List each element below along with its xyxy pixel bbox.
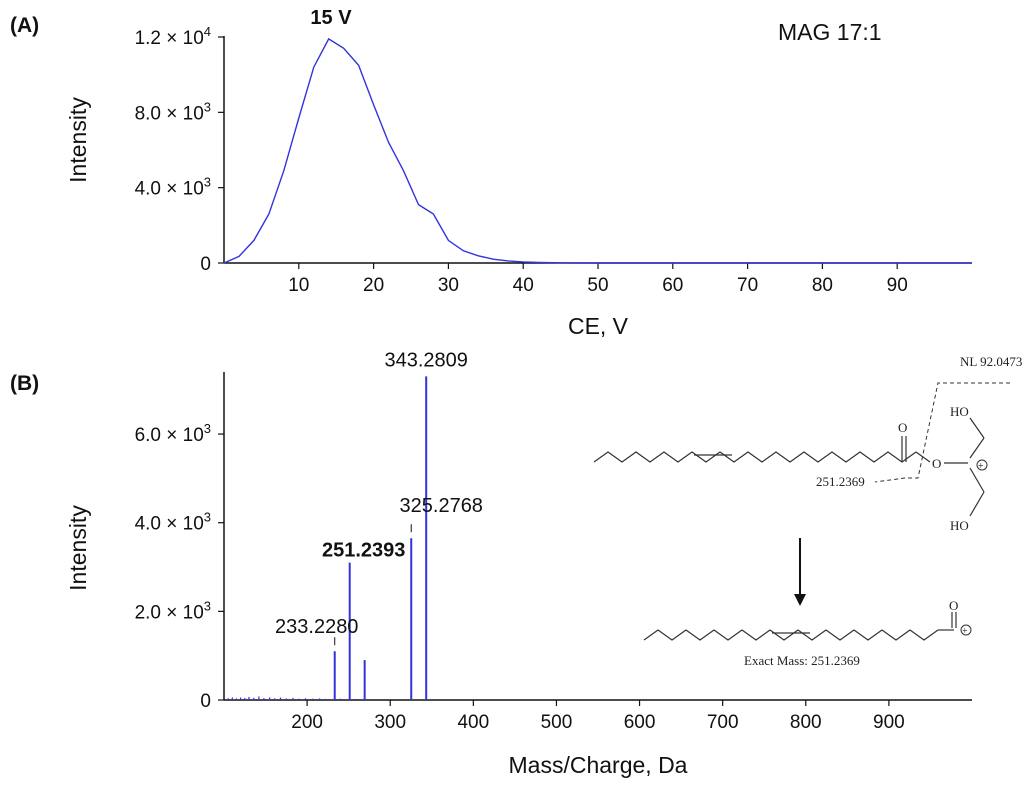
neutral-loss-label: NL 92.0473 — [960, 354, 1022, 369]
chart-b-x-axis-title: Mass/Charge, Da — [509, 752, 688, 778]
chart-a-y-tick-label-3: 1.2 × 104 — [135, 24, 211, 49]
peak-label-1: 251.2393 — [322, 540, 405, 562]
peak-label-0: 233.2280 — [275, 616, 358, 638]
chart-b-x-tick-label-6: 800 — [790, 712, 822, 733]
chart-a-compound-annotation: MAG 17:1 — [778, 19, 882, 45]
precursor-carbonyl-o: O — [898, 420, 907, 435]
charge-circle-icon — [976, 459, 988, 471]
chart-a-x-tick-label-7: 80 — [812, 275, 833, 296]
chart-b-y-tick-label-3: 6.0 × 103 — [135, 421, 211, 446]
peak-label-3: 325.2768 — [400, 495, 483, 517]
chart-a-y-axis-title: Intensity — [65, 97, 91, 183]
chart-b-x-tick-label-1: 300 — [374, 712, 406, 733]
chart-b-noise — [227, 696, 401, 700]
chart-a-y-ticks: 0 4.0 × 103 8.0 × 103 1.2 × 104 — [135, 24, 224, 275]
peak-label-4: 343.2809 — [384, 349, 467, 371]
precursor-ester-bond — [915, 451, 931, 463]
product-charge-plus: + — [962, 626, 968, 637]
glycerol-down-bond — [969, 467, 985, 493]
chart-b-x-ticks: 200 300 400 500 600 700 800 900 — [291, 700, 905, 733]
ho-top: HO — [950, 404, 969, 419]
product-o: O — [949, 598, 958, 613]
chart-a-x-ticks: 10 20 30 40 50 60 70 80 90 — [288, 263, 908, 296]
chart-b-x-tick-label-0: 200 — [291, 712, 323, 733]
chart-a: 0 4.0 × 103 8.0 × 103 1.2 × 104 10 20 30 40 50 6… — [65, 7, 972, 339]
product-charge-circle-icon — [960, 624, 972, 636]
chart-b-x-tick-label-3: 500 — [541, 712, 573, 733]
fragment-label: 251.2369 — [816, 474, 865, 489]
chart-a-y-tick-exp-3: 4 — [204, 24, 211, 39]
chart-b-x-tick-label-2: 400 — [457, 712, 489, 733]
chart-a-y-tick-label-0: 0 — [200, 254, 211, 275]
fragmentation-dashed-line — [874, 382, 1010, 483]
chart-b-peak-labels: 233.2280 251.2393 325.2768 343.2809 — [275, 349, 483, 646]
chart-a-peak-annotation: 15 V — [310, 7, 352, 29]
chart-b-y-tick-exp-1: 3 — [204, 598, 211, 613]
charge-plus: + — [978, 461, 984, 472]
chart-b-y-tick-exp-2: 3 — [204, 510, 211, 525]
glycerol-up-bond — [969, 437, 985, 459]
structure-diagram: O O + HO HO NL 92.0473 251.2369 O + Exac… — [593, 354, 1022, 668]
chart-a-x-tick-label-4: 50 — [587, 275, 608, 296]
chart-a-x-tick-label-6: 70 — [737, 275, 758, 296]
chart-a-y-tick-exp-2: 3 — [204, 99, 211, 114]
chart-a-x-axis-title: CE, V — [568, 313, 629, 339]
chart-b-y-tick-label-2: 4.0 × 103 — [135, 510, 211, 535]
chart-a-x-tick-label-0: 10 — [288, 275, 309, 296]
ho-bottom: HO — [950, 518, 969, 533]
chart-b-y-tick-exp-3: 3 — [204, 421, 211, 436]
chart-b-x-tick-label-5: 700 — [707, 712, 739, 733]
panel-a-label: (A) — [10, 14, 39, 37]
chart-a-y-tick-label-1: 4.0 × 103 — [135, 175, 211, 200]
reaction-arrowhead-icon — [794, 594, 806, 606]
chart-a-y-tick-exp-1: 3 — [204, 175, 211, 190]
chart-b: 0 2.0 × 103 4.0 × 103 6.0 × 103 200 300 400 50… — [65, 349, 972, 778]
chart-a-x-tick-label-3: 40 — [513, 275, 534, 296]
chart-b-peaks — [333, 376, 428, 700]
chart-b-y-axis-title: Intensity — [65, 505, 91, 591]
panel-b-label: (B) — [10, 372, 39, 395]
chart-a-y-tick-label-2: 8.0 × 103 — [135, 99, 211, 124]
chart-b-x-tick-label-4: 600 — [624, 712, 656, 733]
chart-a-x-tick-label-2: 30 — [438, 275, 459, 296]
chart-b-y-ticks: 0 2.0 × 103 4.0 × 103 6.0 × 103 — [135, 421, 224, 712]
chart-a-x-tick-label-8: 90 — [887, 275, 908, 296]
chart-b-y-tick-label-1: 2.0 × 103 — [135, 598, 211, 623]
precursor-acyl-chain — [593, 451, 917, 463]
chart-a-x-tick-label-5: 60 — [662, 275, 683, 296]
chart-b-x-tick-label-7: 900 — [873, 712, 905, 733]
chart-a-x-tick-label-1: 20 — [363, 275, 384, 296]
chart-b-y-tick-label-0: 0 — [200, 691, 211, 712]
glycerol-down-bond-2 — [969, 491, 985, 517]
product-acyl-chain — [643, 629, 939, 641]
exact-mass-label: Exact Mass: 251.2369 — [744, 653, 860, 668]
chart-a-series-line — [223, 37, 972, 264]
precursor-ester-o: O — [932, 456, 941, 471]
glycerol-up-bond-2 — [969, 417, 985, 439]
